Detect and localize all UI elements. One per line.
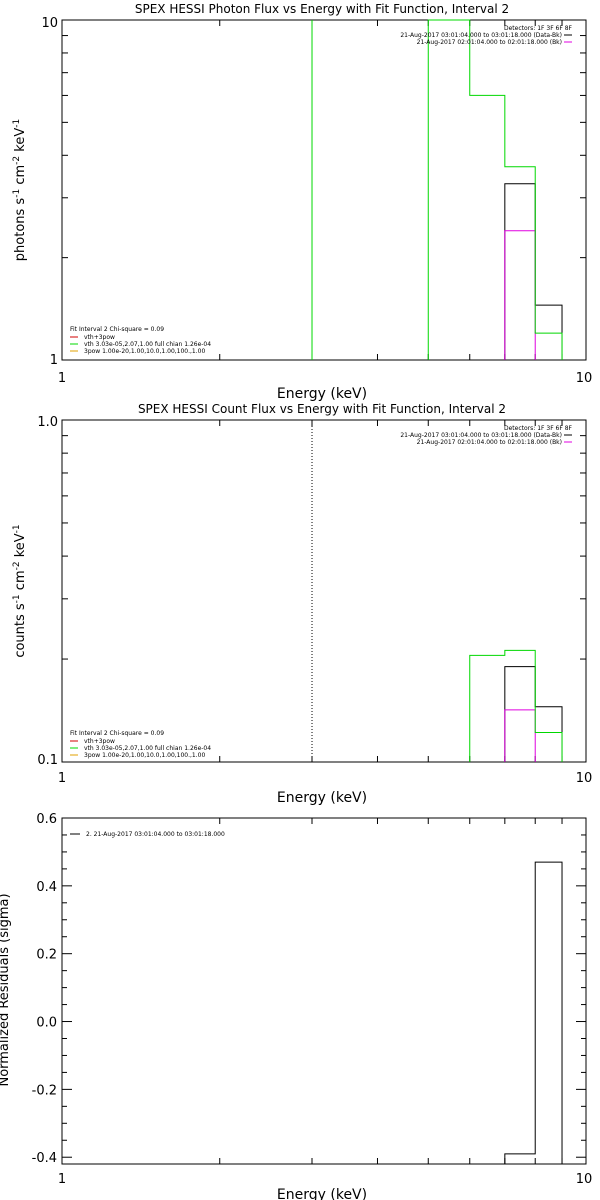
- minor-ticks: [62, 20, 586, 360]
- fit-legend-title: Fit Interval 2 Chi-square = 0.09: [70, 730, 164, 737]
- fit-legend-title: Fit Interval 2 Chi-square = 0.09: [70, 326, 164, 333]
- y-tick-label-bottom: 1: [50, 353, 58, 368]
- fit-legend-model: vth+3pow: [84, 334, 115, 341]
- legend-detectors: Detectors: 1F 3F 6F 8F: [504, 25, 573, 32]
- legend-residual-interval: 2. 21-Aug-2017 03:01:04.000 to 03:01:18.…: [86, 831, 225, 838]
- header-legend: 2. 21-Aug-2017 03:01:04.000 to 03:01:18.…: [70, 831, 225, 838]
- header-legend: Detectors: 1F 3F 6F 8F 21-Aug-2017 03:01…: [400, 425, 572, 446]
- legend-bk: 21-Aug-2017 02:01:04.000 to 02:01:18.000…: [417, 439, 562, 446]
- x-tick-label-right: 10: [576, 371, 593, 386]
- series-bk: [504, 230, 536, 360]
- header-legend: Detectors: 1F 3F 6F 8F 21-Aug-2017 03:01…: [400, 25, 572, 46]
- y-tick-label-bottom: 0.1: [37, 753, 58, 768]
- y-tick-label-top: 10: [41, 16, 58, 31]
- y-tick-label: 0.6: [36, 812, 57, 827]
- y-tick-label: 0.4: [36, 880, 57, 895]
- plot-frame: [61, 419, 587, 763]
- legend-data-bk: 21-Aug-2017 03:01:04.000 to 03:01:18.000…: [400, 432, 562, 439]
- plot-frame: [61, 817, 587, 1165]
- series-bk: [504, 709, 536, 762]
- panel-title: SPEX HESSI Count Flux vs Energy with Fit…: [138, 402, 506, 416]
- plot-marks: [311, 420, 563, 762]
- panel-title: SPEX HESSI Photon Flux vs Energy with Fi…: [135, 2, 509, 16]
- series-vth-3pow: [427, 19, 563, 360]
- y-tick-label: 0.0: [36, 1016, 57, 1031]
- x-tick-label-right: 10: [576, 1172, 593, 1187]
- legend-detectors: Detectors: 1F 3F 6F 8F: [504, 425, 573, 432]
- x-axis-label: Energy (keV): [277, 386, 367, 402]
- plot-frame: [61, 19, 587, 361]
- series-vth-3pow: [469, 649, 563, 762]
- x-tick-label-left: 1: [58, 1172, 66, 1187]
- x-tick-label-right: 10: [576, 771, 593, 786]
- photon-flux-panel: SPEX HESSI Photon Flux vs Energy with Fi…: [12, 2, 592, 402]
- y-axis-label: Normalized Residuals (sigma): [0, 893, 12, 1086]
- legend-data-bk: 21-Aug-2017 03:01:04.000 to 03:01:18.000…: [400, 32, 562, 39]
- fit-legend-vth: vth 3.03e-05,2.07,1.00 full chian 1.26e-…: [84, 341, 211, 348]
- y-tick-label: -0.2: [32, 1083, 57, 1098]
- series-residuals: [504, 861, 563, 1164]
- residuals-panel: -0.4 -0.2 0.0 0.2 0.4 0.6 1 10 Energy (keV) N…: [0, 812, 592, 1200]
- fit-legend-3pow: 3pow 1.00e-20,1.00,10.0,1.00,100.,1.00: [84, 348, 205, 355]
- x-axis-label: Energy (keV): [277, 1187, 367, 1200]
- plot-marks: [504, 861, 563, 1164]
- x-tick-label-left: 1: [58, 371, 66, 386]
- fit-legend: Fit Interval 2 Chi-square = 0.09 vth+3po…: [70, 730, 211, 759]
- series-data-bk: [504, 666, 563, 762]
- y-tick-label: 0.2: [36, 948, 57, 963]
- fit-legend-model: vth+3pow: [84, 738, 115, 745]
- y-axis-label: counts s-1 cm-2 keV-1: [12, 524, 28, 657]
- fit-legend: Fit Interval 2 Chi-square = 0.09 vth+3po…: [70, 326, 211, 355]
- count-flux-panel: SPEX HESSI Count Flux vs Energy with Fit…: [12, 402, 592, 806]
- x-tick-label-left: 1: [58, 771, 66, 786]
- y-tick-label-top: 1.0: [37, 415, 58, 430]
- minor-ticks: [62, 420, 586, 762]
- y-axis-label: photons s-1 cm-2 keV-1: [12, 119, 28, 261]
- legend-bk: 21-Aug-2017 02:01:04.000 to 02:01:18.000…: [417, 39, 562, 46]
- x-axis-label: Energy (keV): [277, 790, 367, 806]
- fit-legend-vth: vth 3.03e-05,2.07,1.00 full chian 1.26e-…: [84, 745, 211, 752]
- fit-legend-3pow: 3pow 1.00e-20,1.00,10.0,1.00,100.,1.00: [84, 752, 205, 759]
- y-tick-label: -0.4: [32, 1151, 57, 1166]
- plot-marks: [311, 19, 563, 360]
- minor-ticks: [62, 817, 586, 1164]
- y-tick-labels: -0.4 -0.2 0.0 0.2 0.4 0.6: [32, 812, 57, 1166]
